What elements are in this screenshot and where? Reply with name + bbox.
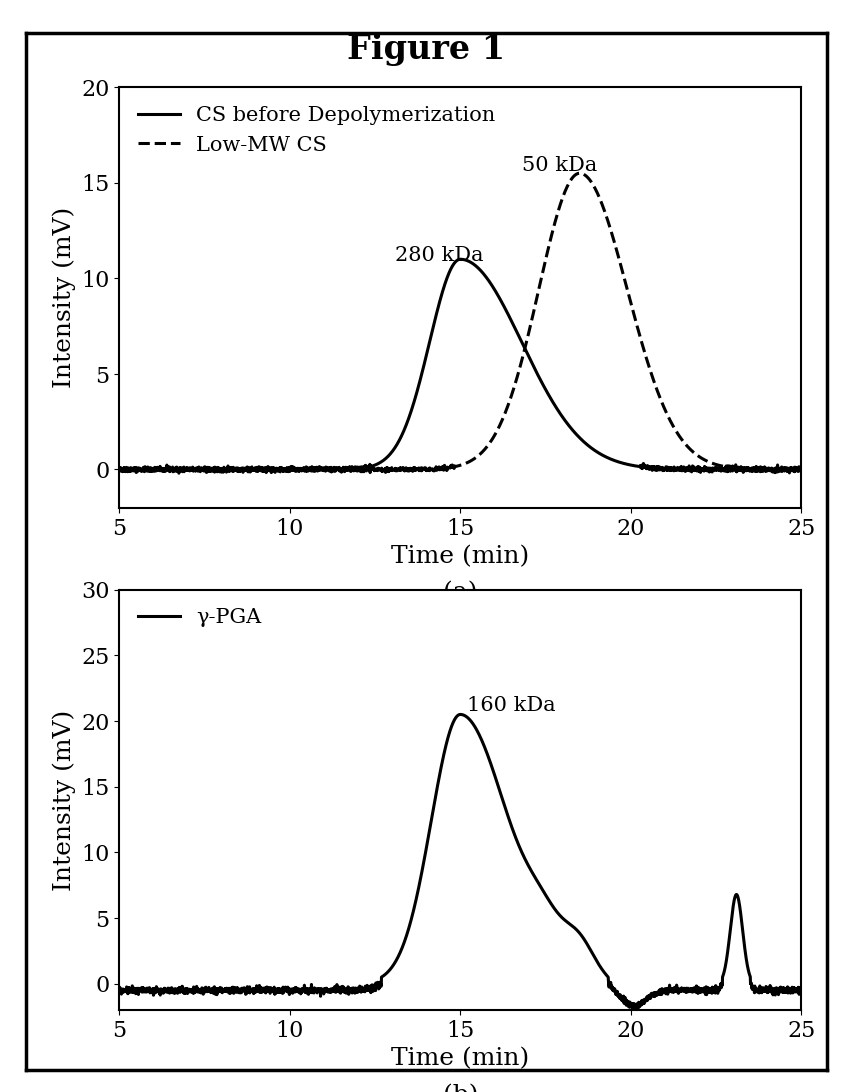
Line: CS before Depolymerization: CS before Depolymerization [119, 260, 801, 473]
Low-MW CS [406, 462, 416, 475]
Text: Figure 1: Figure 1 [347, 33, 505, 66]
Line: γ-PGA: γ-PGA [119, 714, 801, 1010]
γ-PGA [783, 985, 793, 998]
γ-PGA [233, 984, 243, 997]
Low-MW CS [365, 466, 375, 479]
CS before Depolymerization [455, 253, 465, 266]
Text: (b): (b) [442, 1083, 478, 1092]
Low-MW CS [783, 463, 793, 476]
γ-PGA [628, 1004, 638, 1017]
CS before Depolymerization [192, 464, 202, 477]
Low-MW CS [233, 464, 243, 477]
γ-PGA [455, 708, 465, 721]
Legend: CS before Depolymerization, Low-MW CS: CS before Depolymerization, Low-MW CS [130, 98, 504, 163]
γ-PGA [114, 984, 124, 997]
Line: Low-MW CS: Low-MW CS [119, 174, 801, 473]
Low-MW CS [710, 458, 720, 471]
Text: 160 kDa: 160 kDa [467, 696, 556, 714]
CS before Depolymerization [796, 463, 806, 476]
Text: (a): (a) [443, 581, 477, 604]
CS before Depolymerization [233, 462, 243, 475]
γ-PGA [710, 984, 720, 997]
γ-PGA [376, 977, 386, 990]
Legend: γ-PGA: γ-PGA [130, 601, 270, 636]
Low-MW CS [796, 463, 806, 476]
CS before Depolymerization [114, 462, 124, 475]
Text: 280 kDa: 280 kDa [395, 247, 484, 265]
Low-MW CS [114, 462, 124, 475]
X-axis label: Time (min): Time (min) [391, 1047, 529, 1070]
Y-axis label: Intensity (mV): Intensity (mV) [52, 710, 76, 890]
CS before Depolymerization [406, 406, 416, 419]
CS before Depolymerization [376, 455, 386, 468]
Y-axis label: Intensity (mV): Intensity (mV) [52, 207, 76, 388]
Low-MW CS [376, 463, 386, 476]
γ-PGA [192, 983, 202, 996]
CS before Depolymerization [710, 461, 720, 474]
Text: 50 kDa: 50 kDa [521, 156, 596, 176]
γ-PGA [796, 985, 806, 998]
X-axis label: Time (min): Time (min) [391, 545, 529, 568]
Low-MW CS [192, 464, 202, 477]
Low-MW CS [574, 167, 584, 180]
CS before Depolymerization [174, 466, 184, 479]
CS before Depolymerization [783, 462, 793, 475]
γ-PGA [405, 916, 415, 929]
